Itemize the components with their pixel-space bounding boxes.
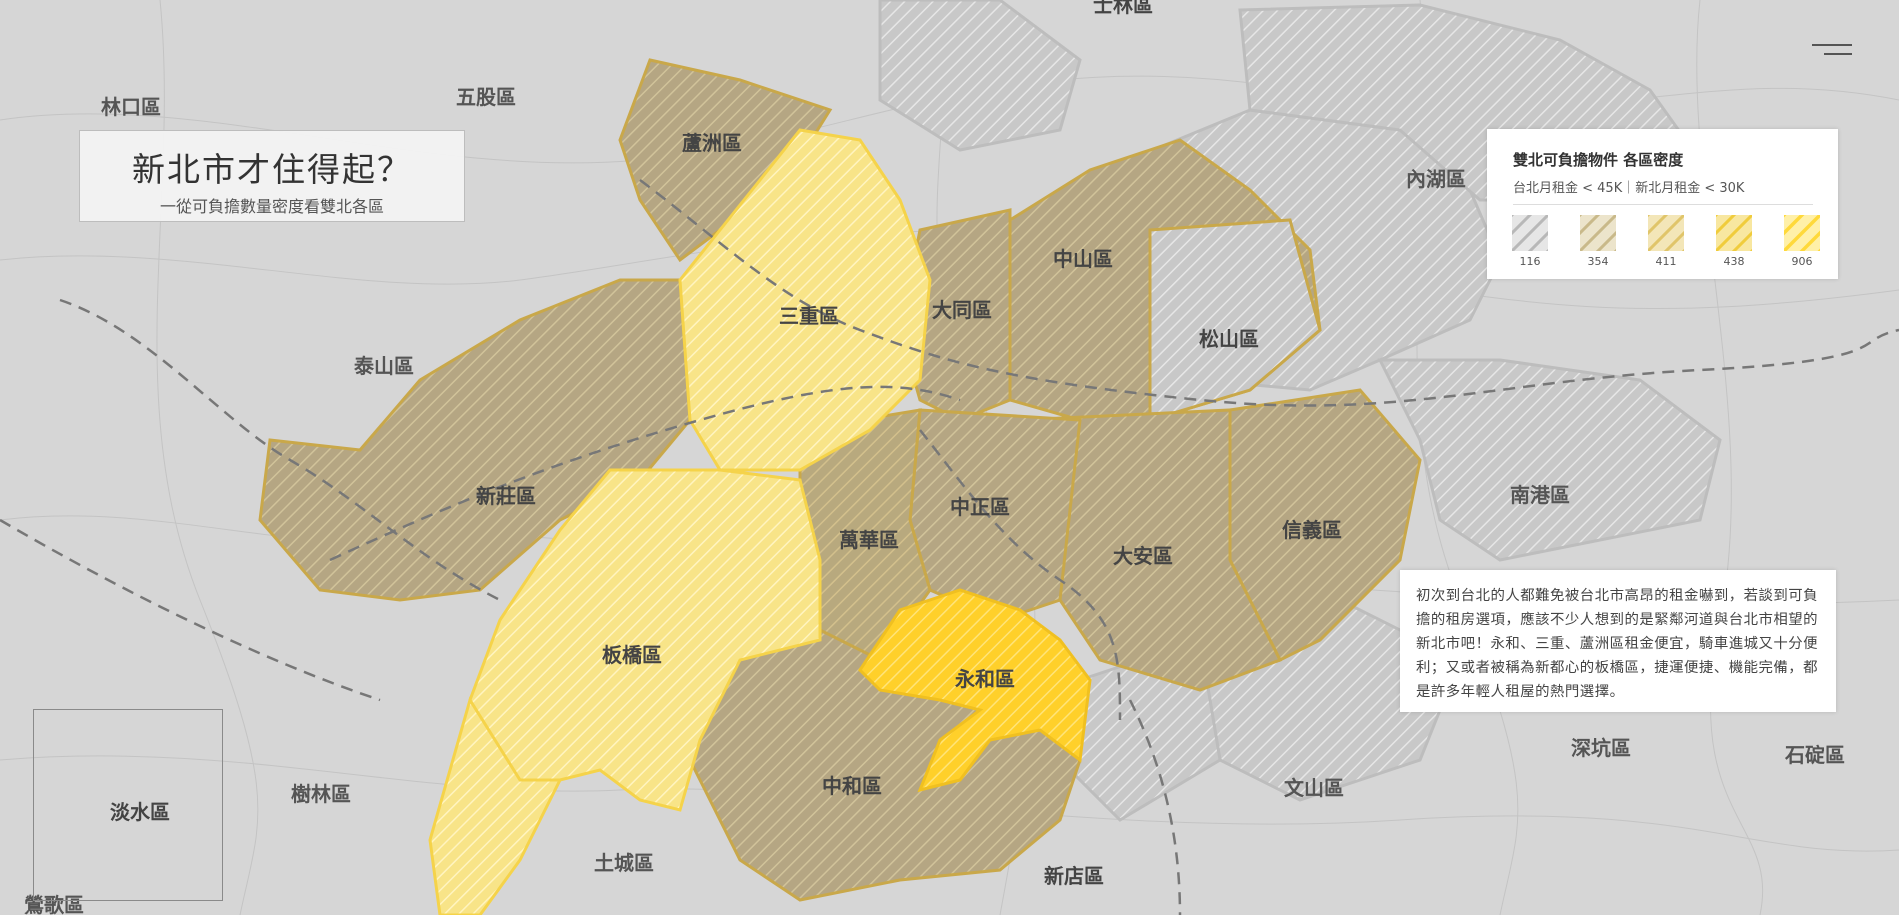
district-labels: 士林區 林口區 五股區 蘆洲區 內湖區 汐止區 三重區 大同區 中山區 松山區 … xyxy=(24,0,1845,915)
lightyellow-districts xyxy=(428,128,932,915)
menu-bar-1 xyxy=(1812,44,1852,46)
legend-swatches: 116 354 411 438 906 xyxy=(1511,215,1831,271)
legend-panel: 雙北可負擔物件 各區密度 台北月租金 < 45K｜新北月租金 < 30K 116… xyxy=(1487,129,1838,279)
menu-bar-2 xyxy=(1824,53,1852,55)
legend-value-2: 354 xyxy=(1587,255,1609,268)
label-xindian: 新店區 xyxy=(1044,864,1104,888)
label-taishan: 泰山區 xyxy=(353,354,414,378)
page-title: 新北市才住得起？ xyxy=(132,150,412,189)
label-tamsui: 淡水區 xyxy=(110,800,170,824)
label-nangang: 南港區 xyxy=(1510,483,1570,507)
label-tucheng: 土城區 xyxy=(594,851,654,875)
label-daan: 大安區 xyxy=(1113,544,1173,568)
label-zhonghe: 中和區 xyxy=(822,774,882,798)
label-luzhou: 蘆洲區 xyxy=(682,131,742,155)
legend-value-3: 411 xyxy=(1655,255,1677,268)
label-yingge: 鶯歌區 xyxy=(24,893,84,915)
legend-value-1: 116 xyxy=(1519,255,1541,268)
label-xinyi: 信義區 xyxy=(1282,518,1342,542)
label-shulin: 樹林區 xyxy=(291,782,351,806)
legend-divider xyxy=(1513,204,1813,205)
label-banqiao: 板橋區 xyxy=(602,643,662,667)
tan-districts-taipei xyxy=(798,138,1422,692)
legend-swatch-4: 438 xyxy=(1715,215,1753,269)
metro-lines xyxy=(0,179,1899,915)
legend-value-5: 906 xyxy=(1791,255,1813,268)
label-wugu: 五股區 xyxy=(456,85,516,109)
legend-heading: 雙北可負擔物件 各區密度 xyxy=(1513,151,1684,169)
label-zhongshan: 中山區 xyxy=(1053,247,1113,271)
label-zhongzheng: 中正區 xyxy=(950,495,1010,519)
yonghe-district xyxy=(858,588,1092,793)
label-songshan: 松山區 xyxy=(1199,327,1259,351)
legend-swatch-2: 354 xyxy=(1579,215,1617,269)
legend-subheading: 台北月租金 < 45K｜新北月租金 < 30K xyxy=(1513,181,1745,196)
label-linkou: 林口區 xyxy=(101,95,161,119)
title-panel: 新北市才住得起？ 一從可負擔數量密度看雙北各區 xyxy=(79,130,465,222)
hamburger-menu-icon[interactable] xyxy=(1812,44,1852,60)
legend-swatch-5: 906 xyxy=(1783,215,1821,269)
page-subtitle: 一從可負擔數量密度看雙北各區 xyxy=(159,197,384,216)
label-xinzhuang: 新莊區 xyxy=(476,484,536,508)
label-shiding: 石碇區 xyxy=(1784,743,1845,767)
label-yonghe: 永和區 xyxy=(954,667,1015,691)
inset-map-frame xyxy=(33,709,223,901)
label-shilin: 士林區 xyxy=(1093,0,1153,17)
legend-swatch-1: 116 xyxy=(1511,215,1549,269)
label-sanchong: 三重區 xyxy=(779,304,839,328)
label-wanhua: 萬華區 xyxy=(839,528,899,552)
label-neihu: 內湖區 xyxy=(1406,167,1466,191)
legend-swatch-3: 411 xyxy=(1647,215,1685,269)
label-wenshan: 文山區 xyxy=(1284,776,1344,800)
legend-value-4: 438 xyxy=(1723,255,1745,268)
label-shenkeng: 深坑區 xyxy=(1571,736,1631,760)
description-text: 初次到台北的人都難免被台北市高昂的租金嚇到，若談到可負擔的租房選項，應該不少人想… xyxy=(1416,588,1819,700)
description-panel: 初次到台北的人都難免被台北市高昂的租金嚇到，若談到可負擔的租房選項，應該不少人想… xyxy=(1400,570,1836,712)
label-datong: 大同區 xyxy=(932,298,992,322)
